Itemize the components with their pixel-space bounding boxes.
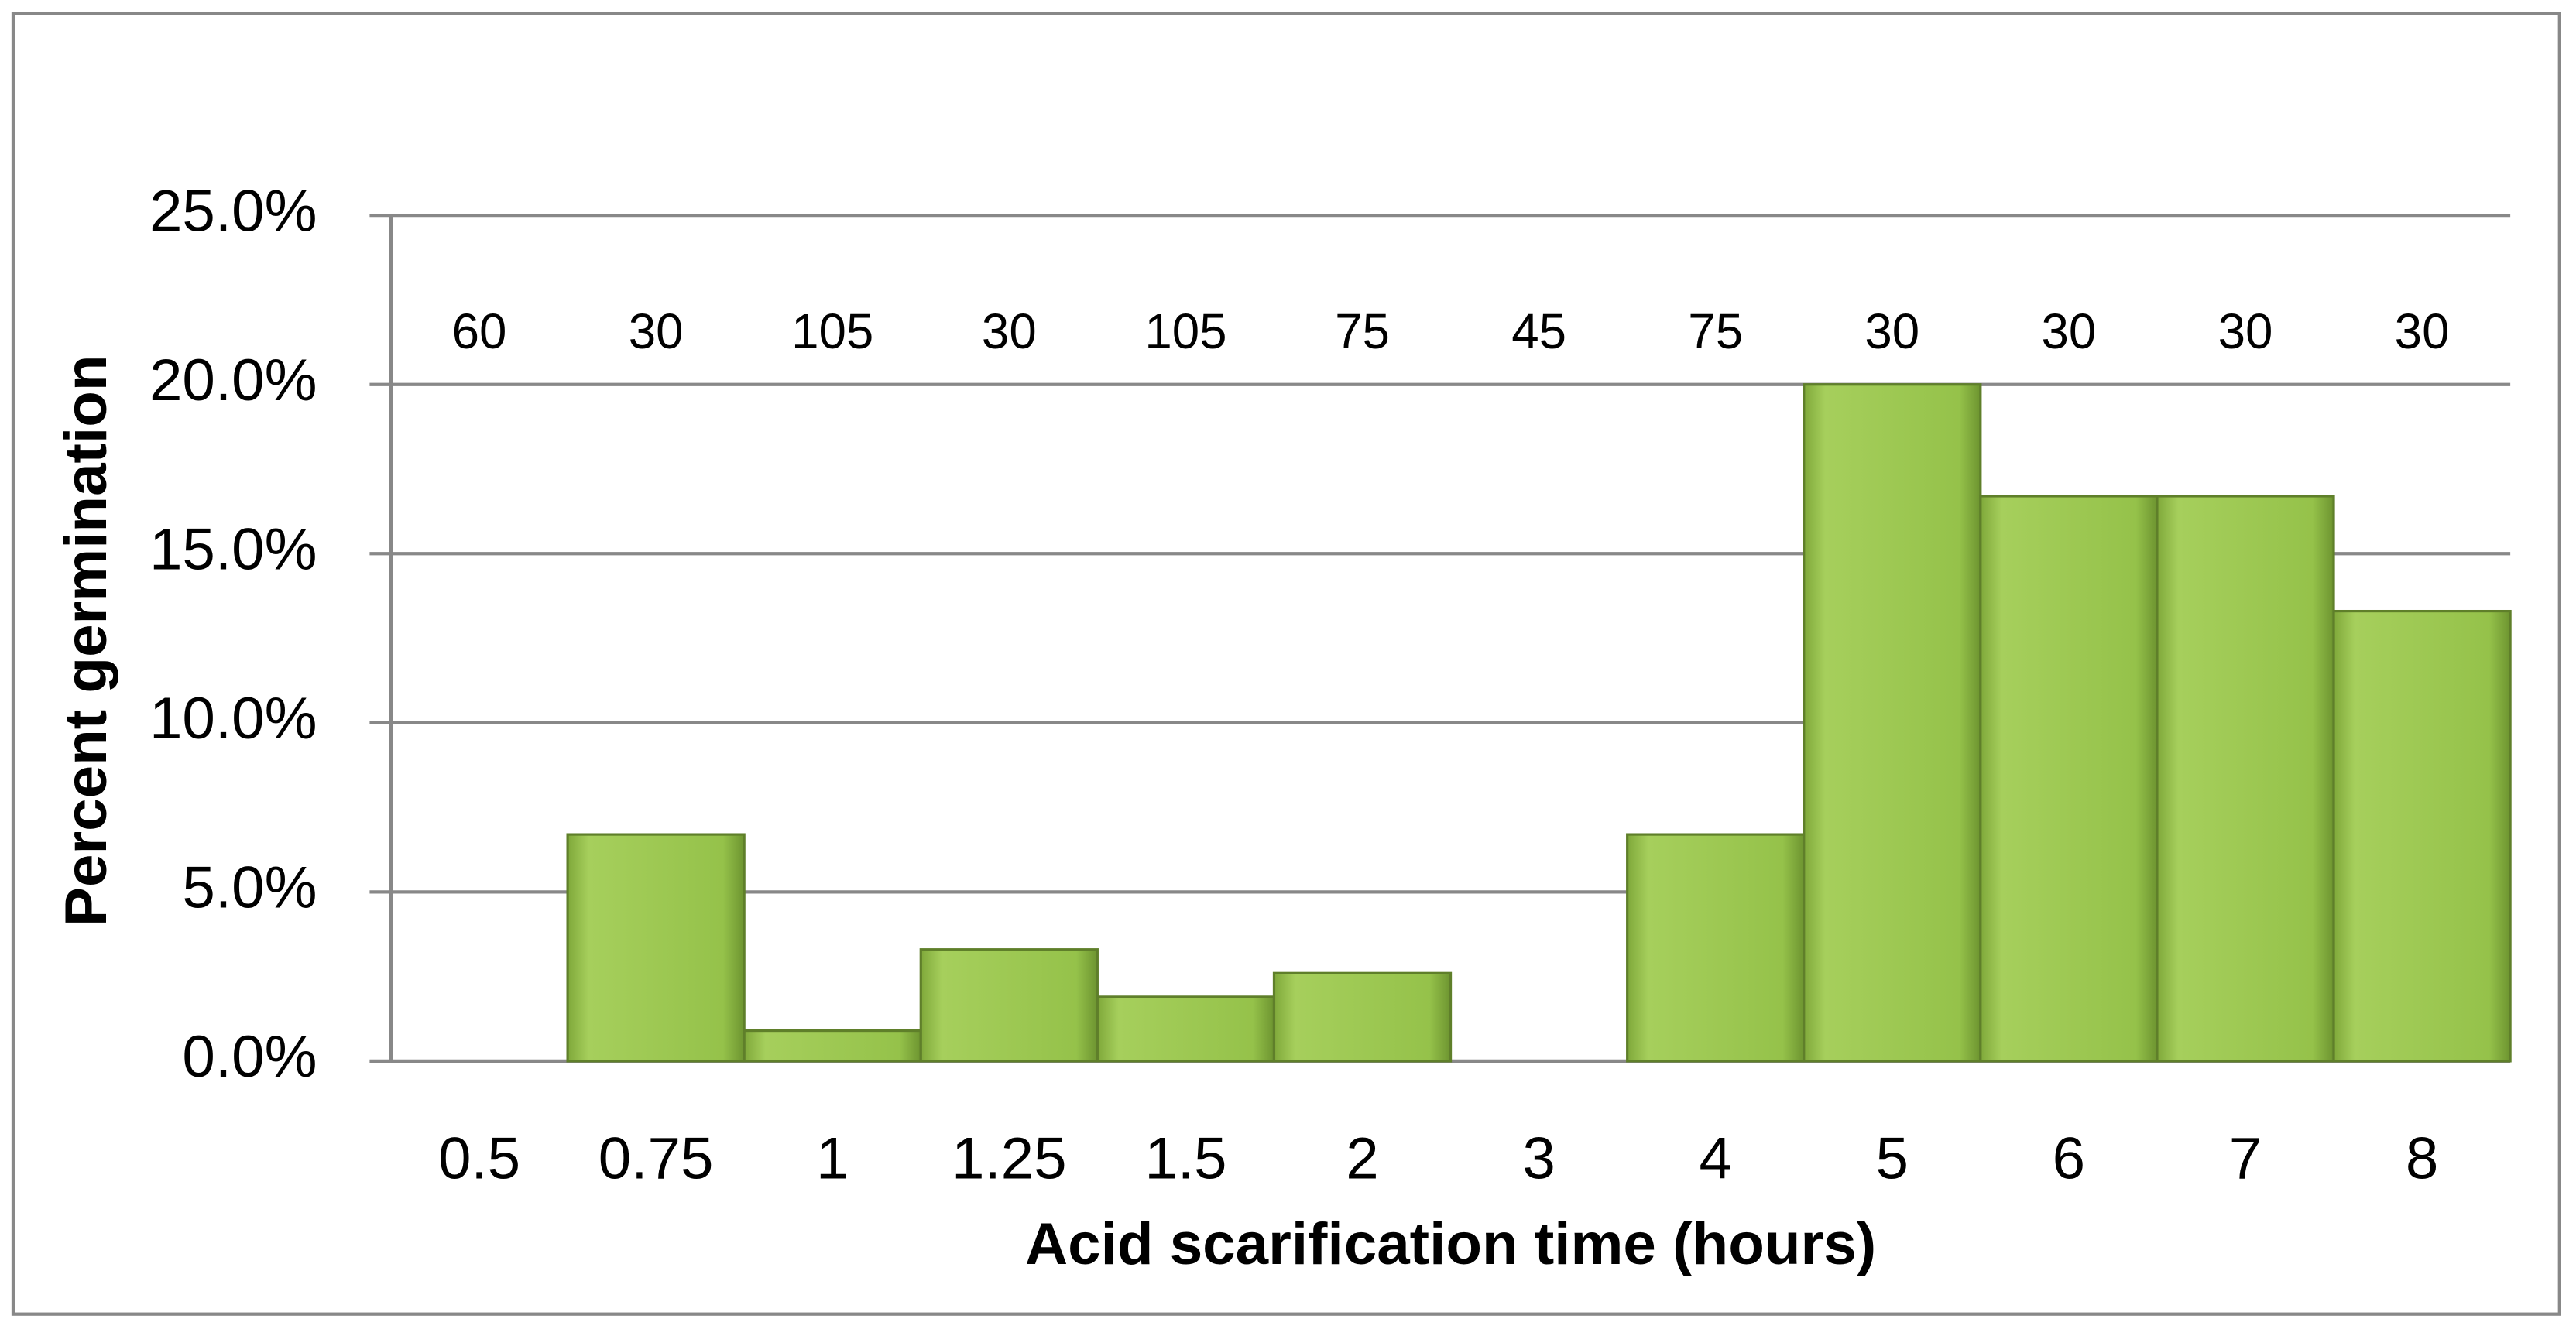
y-tick-label: 20.0%: [149, 348, 317, 413]
y-tick-label: 10.0%: [149, 686, 317, 752]
x-tick-label: 3: [1522, 1126, 1555, 1192]
sample-size-label: 30: [2218, 304, 2273, 359]
sample-size-label: 30: [2395, 304, 2450, 359]
bar: [1979, 495, 2159, 1063]
sample-size-label: 30: [1864, 304, 1919, 359]
x-tick-label: 4: [1699, 1126, 1731, 1192]
sample-size-label: 60: [452, 304, 507, 359]
sample-size-label: 75: [1688, 304, 1743, 359]
x-tick-label: 5: [1876, 1126, 1909, 1192]
bar: [919, 948, 1099, 1063]
x-axis-title: Acid scarification time (hours): [1025, 1211, 1876, 1277]
bar: [743, 1029, 922, 1063]
x-tick-label: 2: [1346, 1126, 1378, 1192]
y-tick-label: 15.0%: [149, 516, 317, 582]
x-tick-label: 0.75: [599, 1126, 714, 1192]
x-tick-label: 1: [816, 1126, 849, 1192]
x-tick-label: 8: [2406, 1126, 2438, 1192]
bar: [2156, 495, 2335, 1063]
sample-size-label: 75: [1335, 304, 1390, 359]
sample-size-label: 30: [2041, 304, 2096, 359]
y-axis-title: Percent germination: [53, 355, 119, 926]
bar: [1096, 995, 1276, 1063]
y-tick-label: 0.0%: [182, 1024, 317, 1090]
bar: [1272, 971, 1453, 1063]
bar: [1803, 383, 1982, 1063]
bar: [2332, 609, 2512, 1063]
sample-size-label: 45: [1511, 304, 1566, 359]
bar: [566, 833, 746, 1063]
sample-size-label: 105: [1144, 304, 1226, 359]
bar: [1626, 833, 1806, 1063]
y-tick-label: 5.0%: [182, 855, 317, 921]
x-tick-label: 1.25: [952, 1126, 1067, 1192]
x-tick-label: 0.5: [438, 1126, 520, 1192]
sample-size-label: 105: [791, 304, 873, 359]
sample-size-label: 30: [982, 304, 1037, 359]
x-tick-label: 1.5: [1144, 1126, 1226, 1192]
y-tick-label: 25.0%: [149, 178, 317, 244]
sample-size-label: 30: [629, 304, 684, 359]
x-tick-label: 7: [2229, 1126, 2262, 1192]
x-tick-label: 6: [2053, 1126, 2085, 1192]
